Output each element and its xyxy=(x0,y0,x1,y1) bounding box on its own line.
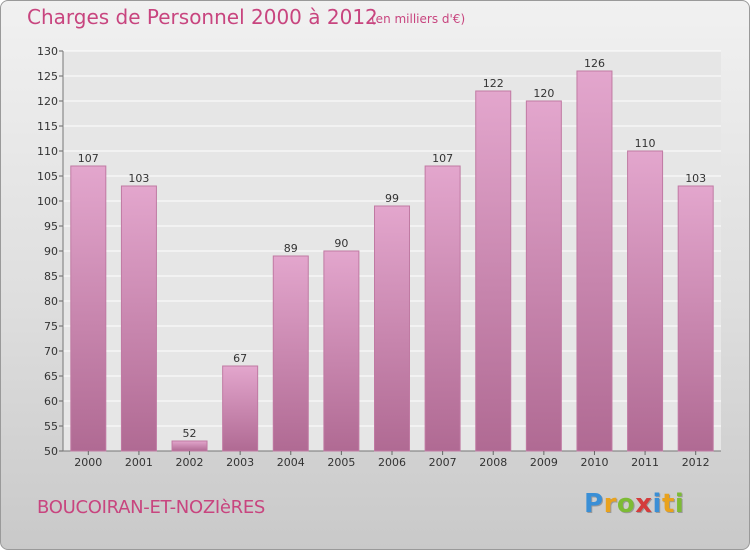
x-tick-label: 2006 xyxy=(378,456,406,469)
y-tick-label: 50 xyxy=(44,445,58,458)
data-label: 122 xyxy=(483,77,504,90)
y-tick-label: 75 xyxy=(44,320,58,333)
unit-note: (en milliers d'€) xyxy=(371,12,466,26)
data-label: 120 xyxy=(533,87,554,100)
y-tick-label: 105 xyxy=(37,170,58,183)
data-label: 110 xyxy=(635,137,656,150)
y-tick-label: 115 xyxy=(37,120,58,133)
x-tick-label: 2005 xyxy=(327,456,355,469)
bar xyxy=(627,150,664,452)
x-tick-label: 2003 xyxy=(226,456,254,469)
logo-letter: r xyxy=(603,489,617,519)
bar xyxy=(424,165,461,452)
bar xyxy=(374,205,410,452)
x-tick-label: 2001 xyxy=(125,456,153,469)
logo-letter: t xyxy=(661,489,675,519)
bar xyxy=(475,90,512,452)
data-label: 103 xyxy=(128,172,149,185)
y-tick-label: 80 xyxy=(44,295,58,308)
data-label: 52 xyxy=(183,427,197,440)
bar xyxy=(171,440,208,452)
logo-letter: x xyxy=(635,489,653,519)
x-tick-label: 2008 xyxy=(479,456,507,469)
bar xyxy=(70,165,107,452)
y-tick-label: 55 xyxy=(44,420,58,433)
x-tick-label: 2011 xyxy=(631,456,659,469)
data-label: 103 xyxy=(685,172,706,185)
bar xyxy=(222,365,259,452)
x-tick-label: 2000 xyxy=(74,456,102,469)
logo-letter: o xyxy=(616,489,636,519)
y-tick-label: 110 xyxy=(37,145,58,158)
logo-letter: i xyxy=(652,489,662,519)
proxiti-logo: Proxiti xyxy=(584,489,684,519)
bar xyxy=(525,100,562,452)
x-tick-label: 2004 xyxy=(277,456,305,469)
x-tick-label: 2009 xyxy=(530,456,558,469)
logo-letter: P xyxy=(584,489,604,519)
logo-letter: i xyxy=(674,489,685,519)
data-label: 89 xyxy=(284,242,298,255)
bar xyxy=(576,70,613,452)
y-tick-label: 125 xyxy=(37,70,58,83)
y-tick-label: 100 xyxy=(37,195,58,208)
bar xyxy=(120,185,157,452)
y-tick-label: 60 xyxy=(44,395,58,408)
data-label: 67 xyxy=(233,352,247,365)
y-tick-label: 65 xyxy=(44,370,58,383)
y-tick-label: 85 xyxy=(44,270,58,283)
y-tick-label: 70 xyxy=(44,345,58,358)
data-label: 90 xyxy=(334,237,348,250)
y-tick-label: 90 xyxy=(44,245,58,258)
data-label: 126 xyxy=(584,57,605,70)
x-tick-label: 2002 xyxy=(176,456,204,469)
bar xyxy=(272,255,309,452)
data-label: 99 xyxy=(385,192,399,205)
bar xyxy=(677,185,714,452)
bar xyxy=(323,250,360,452)
y-tick-label: 120 xyxy=(37,95,58,108)
x-tick-label: 2010 xyxy=(580,456,608,469)
chart-title: Charges de Personnel 2000 à 2012 xyxy=(27,5,378,29)
x-tick-label: 2012 xyxy=(682,456,710,469)
x-tick-label: 2007 xyxy=(429,456,457,469)
y-tick-label: 130 xyxy=(37,45,58,58)
data-label: 107 xyxy=(432,152,453,165)
y-tick-label: 95 xyxy=(44,220,58,233)
place-name: BOUCOIRAN-ET-NOZIèRES xyxy=(37,497,266,518)
data-label: 107 xyxy=(78,152,99,165)
